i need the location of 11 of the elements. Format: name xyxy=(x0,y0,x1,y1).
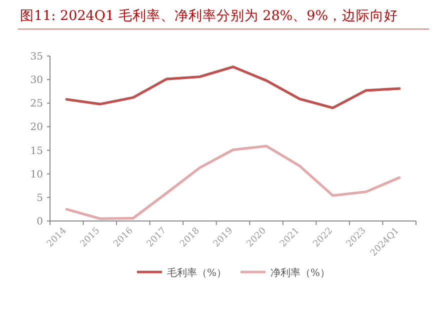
y-tick-label: 5 xyxy=(36,192,43,204)
legend-label: 净利率（%） xyxy=(270,267,330,279)
y-tick-label: 20 xyxy=(30,122,43,134)
y-tick-label: 35 xyxy=(30,52,43,62)
y-tick-label: 15 xyxy=(30,146,43,157)
y-tick-label: 30 xyxy=(30,75,43,86)
title: 图11: 2024Q1 毛利率、净利率分别为 28%、9%，边际向好 xyxy=(20,8,398,24)
y-tick-label: 0 xyxy=(36,216,43,228)
y-tick-label: 25 xyxy=(30,98,43,110)
legend-label: 毛利率（%） xyxy=(167,267,227,279)
y-tick-label: 10 xyxy=(30,169,43,180)
